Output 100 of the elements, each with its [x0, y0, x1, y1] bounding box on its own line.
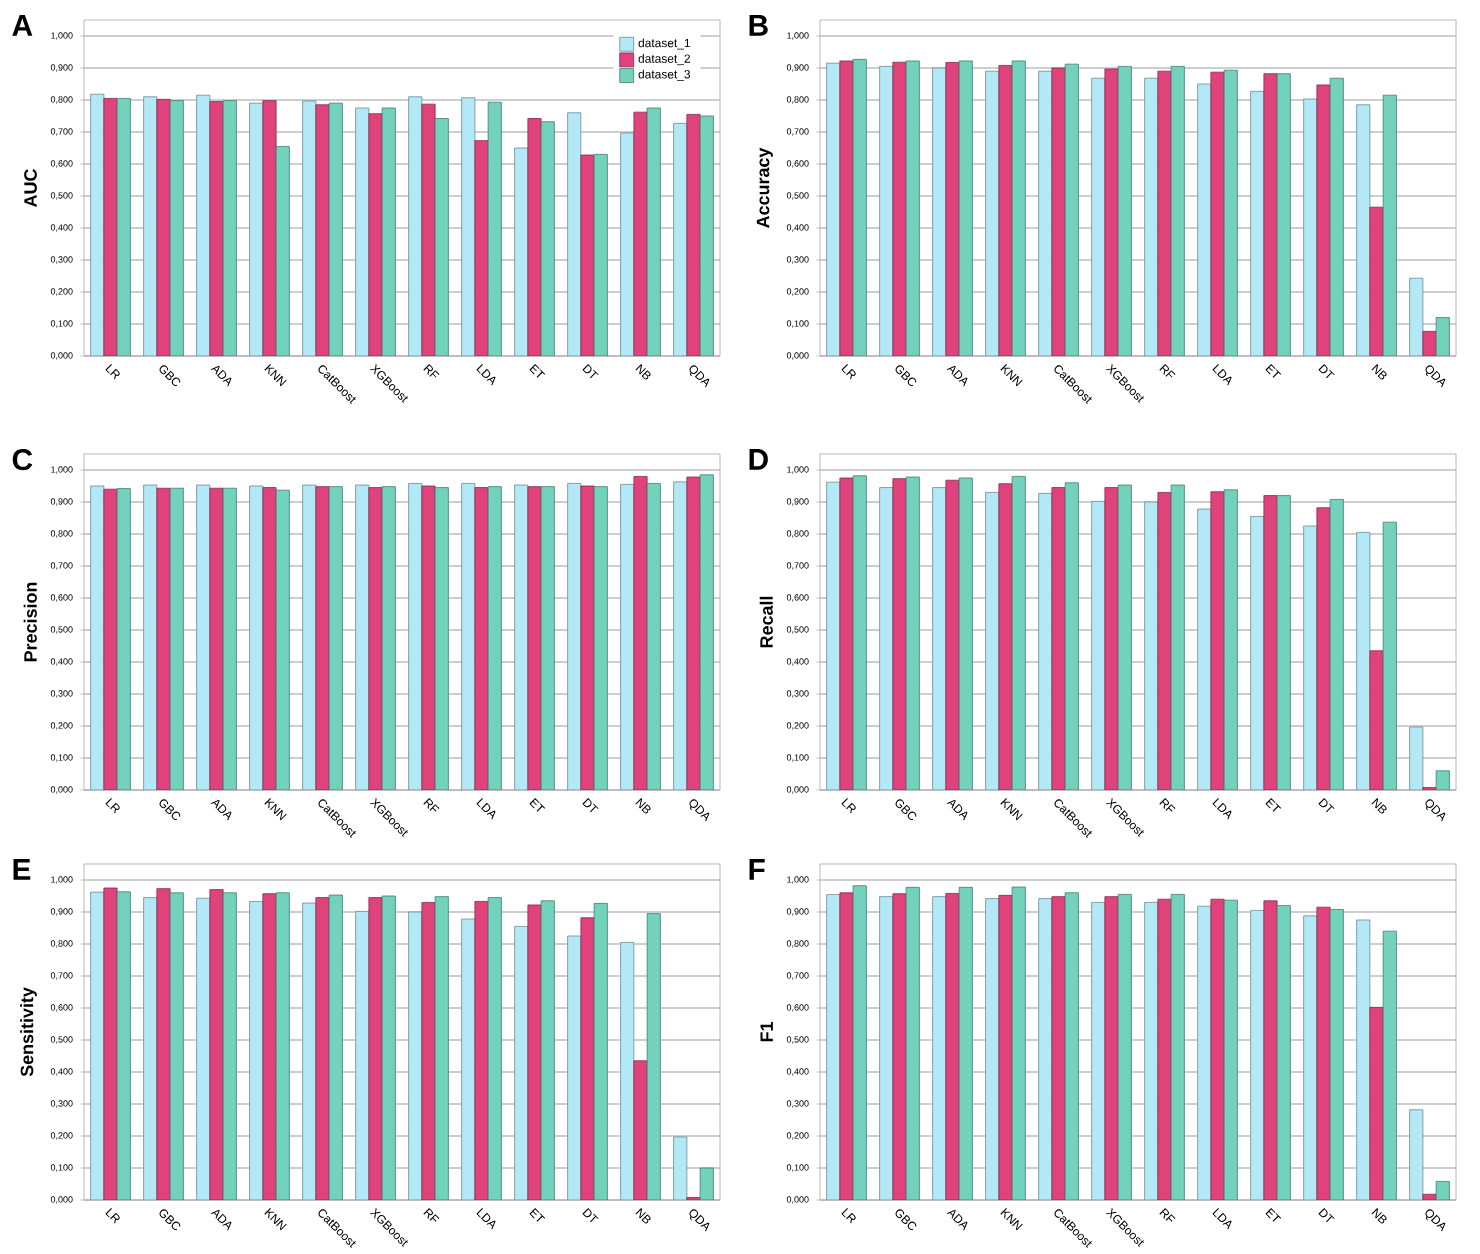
bar: [1117, 65, 1132, 356]
bar: [275, 892, 290, 1200]
bar: [1435, 770, 1450, 790]
bar: [1064, 892, 1079, 1200]
bar: [567, 483, 582, 790]
bar: [673, 122, 688, 356]
bar: [945, 62, 960, 356]
bar: [1051, 67, 1066, 356]
bar: [1170, 65, 1185, 356]
bar: [905, 476, 920, 790]
chart-title: F: [749, 859, 765, 880]
bar: [196, 897, 211, 1200]
bar: [116, 891, 131, 1200]
bar: [1210, 491, 1225, 790]
bar: [90, 891, 105, 1200]
bar: [1223, 899, 1238, 1200]
bar: [355, 484, 370, 790]
bar: [839, 477, 854, 790]
bar: [1422, 330, 1437, 356]
bar: [1316, 507, 1331, 790]
bar: [1157, 70, 1172, 356]
bar: [1369, 650, 1384, 790]
bar: [620, 483, 635, 790]
bar: [1064, 63, 1079, 356]
bar: [699, 115, 714, 356]
bar: [905, 60, 920, 356]
bar: [487, 897, 502, 1200]
bar: [958, 477, 973, 790]
bar: [90, 93, 105, 356]
bar: [461, 483, 476, 790]
bar: [1250, 910, 1265, 1200]
bar: [646, 913, 661, 1200]
bar: [1356, 919, 1371, 1200]
bar: [593, 486, 608, 790]
bar: [879, 487, 894, 790]
bar: [381, 895, 396, 1200]
bar: [1038, 70, 1053, 356]
bar: [1263, 495, 1278, 790]
bar: [1197, 83, 1212, 356]
bar: [1382, 94, 1397, 356]
bar: [1117, 484, 1132, 790]
bar: [540, 900, 555, 1200]
bar: [196, 94, 211, 356]
bar: [1263, 73, 1278, 356]
bar: [1104, 68, 1119, 356]
bar: [540, 121, 555, 356]
bar: [302, 484, 317, 790]
bar: [461, 918, 476, 1200]
bar: [487, 486, 502, 790]
bar: [905, 886, 920, 1200]
bar: [998, 65, 1013, 356]
bar: [998, 483, 1013, 790]
bar: [646, 483, 661, 790]
bar: [222, 892, 237, 1200]
chart-title: C: [12, 449, 33, 471]
bar: [514, 926, 529, 1200]
bar: [1210, 71, 1225, 356]
bar: [249, 102, 264, 356]
bar: [958, 60, 973, 356]
bar: [826, 62, 841, 356]
y-axis-title: Sensitivity: [20, 987, 37, 1077]
bar: [826, 894, 841, 1200]
bar: [169, 892, 184, 1200]
bar: [1382, 930, 1397, 1200]
bar: [1091, 500, 1106, 790]
bar: [540, 486, 555, 790]
bar: [1038, 492, 1053, 790]
bar: [985, 898, 1000, 1200]
bar: [328, 894, 343, 1200]
bar: [169, 487, 184, 790]
bar: [249, 485, 264, 790]
bar: [222, 487, 237, 790]
bar: [932, 67, 947, 356]
bar: [355, 910, 370, 1200]
bar: [620, 132, 635, 356]
bar: [593, 902, 608, 1200]
bar: [1064, 482, 1079, 790]
bar: [1197, 905, 1212, 1200]
bar: [275, 489, 290, 790]
bar: [852, 58, 867, 356]
chart-title: D: [749, 449, 768, 470]
bar: [1329, 77, 1344, 356]
bar: [673, 481, 688, 790]
bar: [1157, 491, 1172, 790]
bar: [328, 486, 343, 790]
bar: [567, 935, 582, 1200]
bar: [1316, 84, 1331, 356]
bar: [1250, 515, 1265, 790]
bar: [1409, 277, 1424, 356]
bar: [1144, 902, 1159, 1200]
bar: [1104, 487, 1119, 790]
bar: [143, 96, 158, 356]
bar: [1250, 90, 1265, 356]
bar: [1356, 531, 1371, 790]
bar: [839, 60, 854, 356]
bar: [1369, 206, 1384, 356]
bar: [302, 902, 317, 1200]
y-axis-title: Recall: [759, 596, 773, 648]
bar: [1276, 905, 1291, 1200]
bar: [985, 70, 1000, 356]
